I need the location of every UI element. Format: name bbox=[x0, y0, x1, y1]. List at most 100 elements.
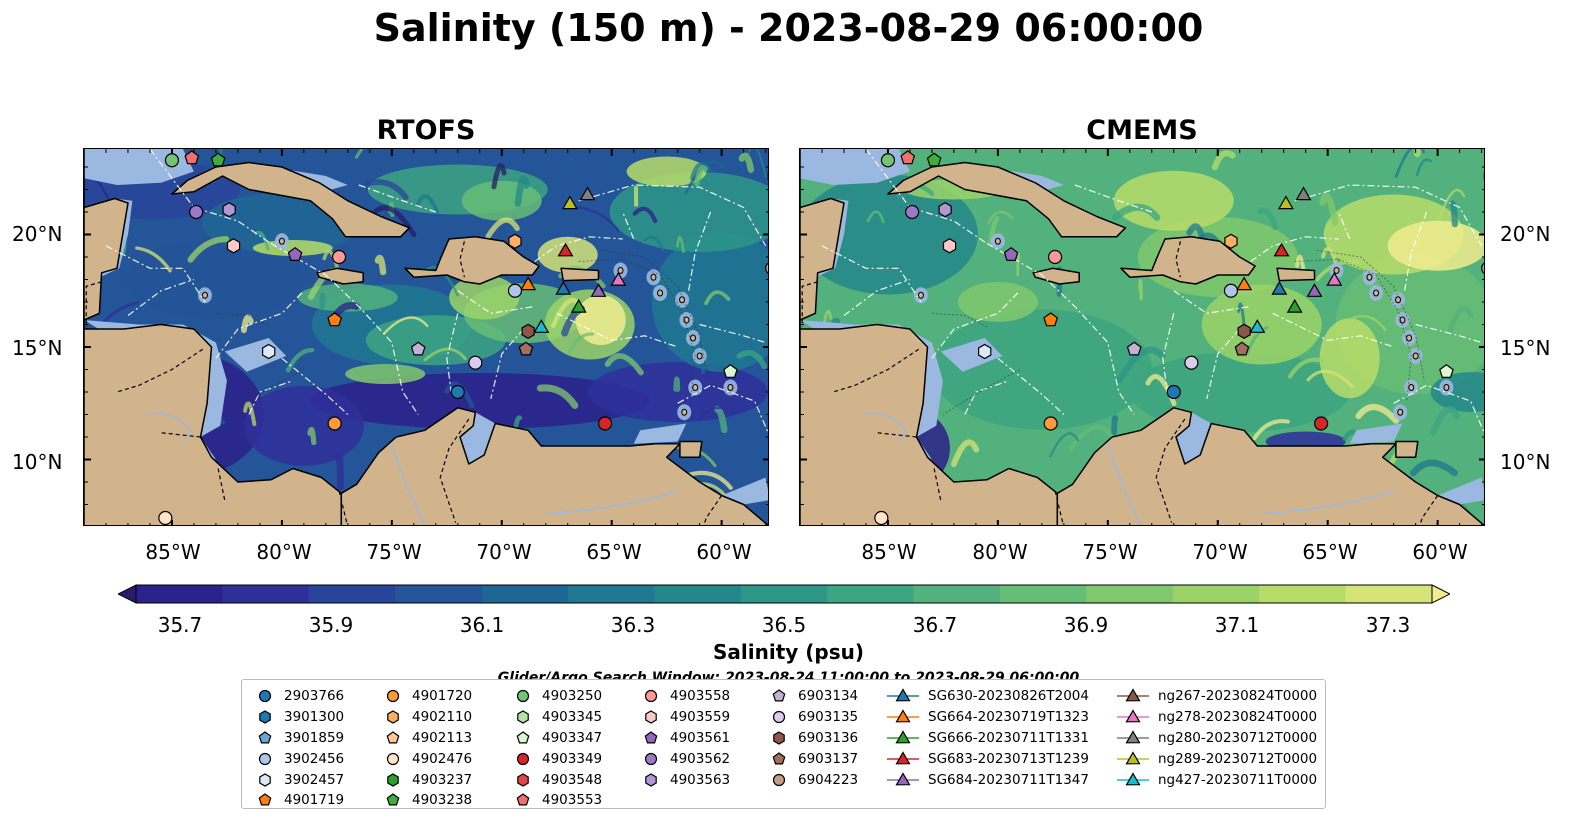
marker-6903134[interactable] bbox=[410, 341, 426, 356]
legend-marker[interactable] bbox=[516, 690, 530, 703]
marker-6903134[interactable] bbox=[1126, 341, 1142, 356]
marker-ng280-20230712T0000[interactable] bbox=[579, 186, 596, 201]
legend-marker[interactable] bbox=[1125, 688, 1141, 702]
legend-marker[interactable] bbox=[1125, 709, 1141, 723]
marker-SG684-20230711T1347[interactable] bbox=[590, 283, 607, 297]
marker-4901719[interactable] bbox=[1043, 312, 1059, 327]
legend-marker[interactable] bbox=[895, 688, 911, 702]
legend-marker[interactable] bbox=[259, 772, 271, 787]
marker-SG683-20230713T1239[interactable] bbox=[557, 242, 574, 257]
marker-6903137[interactable] bbox=[1234, 341, 1250, 356]
marker-SG664-20230719T1323[interactable] bbox=[1236, 276, 1253, 291]
marker-4903349[interactable] bbox=[1313, 416, 1329, 431]
marker-4903347[interactable] bbox=[1439, 364, 1454, 378]
legend-marker[interactable] bbox=[517, 772, 529, 787]
marker-4902476[interactable] bbox=[874, 510, 889, 525]
marker-SG683-20230713T1239[interactable] bbox=[1273, 242, 1290, 257]
map-rtofs[interactable] bbox=[83, 148, 769, 526]
legend-marker[interactable] bbox=[772, 689, 786, 702]
legend-marker[interactable] bbox=[1125, 730, 1141, 744]
marker-3902456[interactable] bbox=[507, 283, 523, 298]
map-cmems[interactable] bbox=[799, 148, 1485, 526]
legend-marker[interactable] bbox=[645, 710, 657, 724]
legend-marker[interactable] bbox=[516, 793, 530, 806]
marker-ng278-20230824T0000[interactable] bbox=[610, 271, 627, 286]
legend-marker[interactable] bbox=[895, 751, 911, 765]
marker-ng278-20230824T0000[interactable] bbox=[1326, 271, 1343, 286]
legend-marker[interactable] bbox=[386, 752, 400, 765]
marker-6903136[interactable] bbox=[1237, 323, 1251, 339]
marker-4901719[interactable] bbox=[327, 312, 343, 327]
legend-marker[interactable] bbox=[644, 731, 658, 744]
marker-4903238[interactable] bbox=[926, 152, 942, 167]
marker-4903345[interactable] bbox=[767, 169, 769, 183]
marker-SG666-20230711T1331[interactable] bbox=[1286, 298, 1303, 313]
marker-4903559[interactable] bbox=[942, 238, 957, 254]
legend-marker[interactable] bbox=[1125, 771, 1141, 785]
marker-SG666-20230711T1331[interactable] bbox=[570, 298, 587, 313]
marker-4903553[interactable] bbox=[900, 150, 916, 165]
legend-marker[interactable] bbox=[258, 731, 272, 744]
marker-4901720[interactable] bbox=[327, 416, 342, 431]
marker-SG630-20230826T2004[interactable] bbox=[1271, 280, 1288, 295]
legend-marker[interactable] bbox=[386, 731, 400, 744]
marker-4903349[interactable] bbox=[597, 416, 613, 431]
legend-marker[interactable] bbox=[387, 772, 399, 787]
marker-4902110[interactable] bbox=[508, 233, 522, 249]
marker-3902457[interactable] bbox=[262, 343, 276, 360]
legend-marker[interactable] bbox=[644, 752, 658, 765]
marker-ng280-20230712T0000[interactable] bbox=[1295, 186, 1312, 201]
marker-ng427-20230711T0000[interactable] bbox=[533, 319, 550, 333]
marker-2903766[interactable] bbox=[450, 384, 465, 400]
marker-4903347[interactable] bbox=[723, 364, 738, 378]
marker-6903135[interactable] bbox=[1184, 355, 1199, 370]
legend-marker[interactable] bbox=[772, 752, 786, 765]
legend-marker[interactable] bbox=[773, 731, 785, 745]
marker-4903250[interactable] bbox=[164, 153, 180, 168]
marker-2903766[interactable] bbox=[1166, 384, 1181, 400]
marker-4901720[interactable] bbox=[1043, 416, 1058, 431]
legend-marker[interactable] bbox=[1125, 751, 1141, 765]
marker-3902456[interactable] bbox=[1223, 283, 1239, 298]
marker-4902476[interactable] bbox=[158, 510, 173, 525]
marker-ng289-20230712T0000[interactable] bbox=[1277, 195, 1294, 210]
legend-marker[interactable] bbox=[516, 752, 530, 765]
legend-marker[interactable] bbox=[772, 711, 786, 724]
legend-marker[interactable] bbox=[517, 710, 529, 724]
legend-marker[interactable] bbox=[772, 773, 786, 786]
legend-marker[interactable] bbox=[516, 731, 530, 744]
legend-marker[interactable] bbox=[644, 690, 658, 703]
marker-SG684-20230711T1347[interactable] bbox=[1306, 283, 1323, 297]
marker-4903561[interactable] bbox=[287, 246, 303, 262]
legend-marker[interactable] bbox=[645, 772, 657, 787]
marker-4903558[interactable] bbox=[1047, 249, 1063, 265]
marker-ng289-20230712T0000[interactable] bbox=[561, 195, 578, 210]
marker-4903561[interactable] bbox=[1003, 246, 1019, 262]
marker-4903559[interactable] bbox=[226, 238, 241, 254]
marker-4903250[interactable] bbox=[880, 153, 896, 168]
marker-6903136[interactable] bbox=[521, 323, 535, 339]
marker-4902110[interactable] bbox=[1224, 233, 1238, 249]
marker-SG664-20230719T1323[interactable] bbox=[520, 276, 537, 291]
marker-6903135[interactable] bbox=[468, 355, 483, 370]
marker-4903345[interactable] bbox=[1483, 169, 1485, 183]
legend-marker[interactable] bbox=[258, 752, 272, 765]
marker-4903562[interactable] bbox=[189, 204, 204, 220]
marker-ng427-20230711T0000[interactable] bbox=[1249, 319, 1266, 333]
legend-marker[interactable] bbox=[895, 709, 911, 723]
marker-3902457[interactable] bbox=[978, 343, 992, 360]
legend-marker[interactable] bbox=[387, 710, 399, 724]
legend-marker[interactable] bbox=[259, 710, 271, 724]
legend-marker[interactable] bbox=[895, 730, 911, 744]
legend-marker[interactable] bbox=[386, 690, 400, 703]
legend-marker[interactable] bbox=[895, 771, 911, 785]
marker-4903562[interactable] bbox=[905, 204, 920, 220]
marker-6904223[interactable] bbox=[1481, 262, 1485, 275]
marker-4903558[interactable] bbox=[331, 249, 347, 265]
marker-6903137[interactable] bbox=[518, 341, 534, 356]
marker-4903553[interactable] bbox=[184, 150, 200, 165]
legend-marker[interactable] bbox=[258, 793, 272, 806]
marker-4903563[interactable] bbox=[938, 202, 952, 218]
legend-marker[interactable] bbox=[258, 690, 272, 703]
marker-4903238[interactable] bbox=[210, 152, 226, 167]
